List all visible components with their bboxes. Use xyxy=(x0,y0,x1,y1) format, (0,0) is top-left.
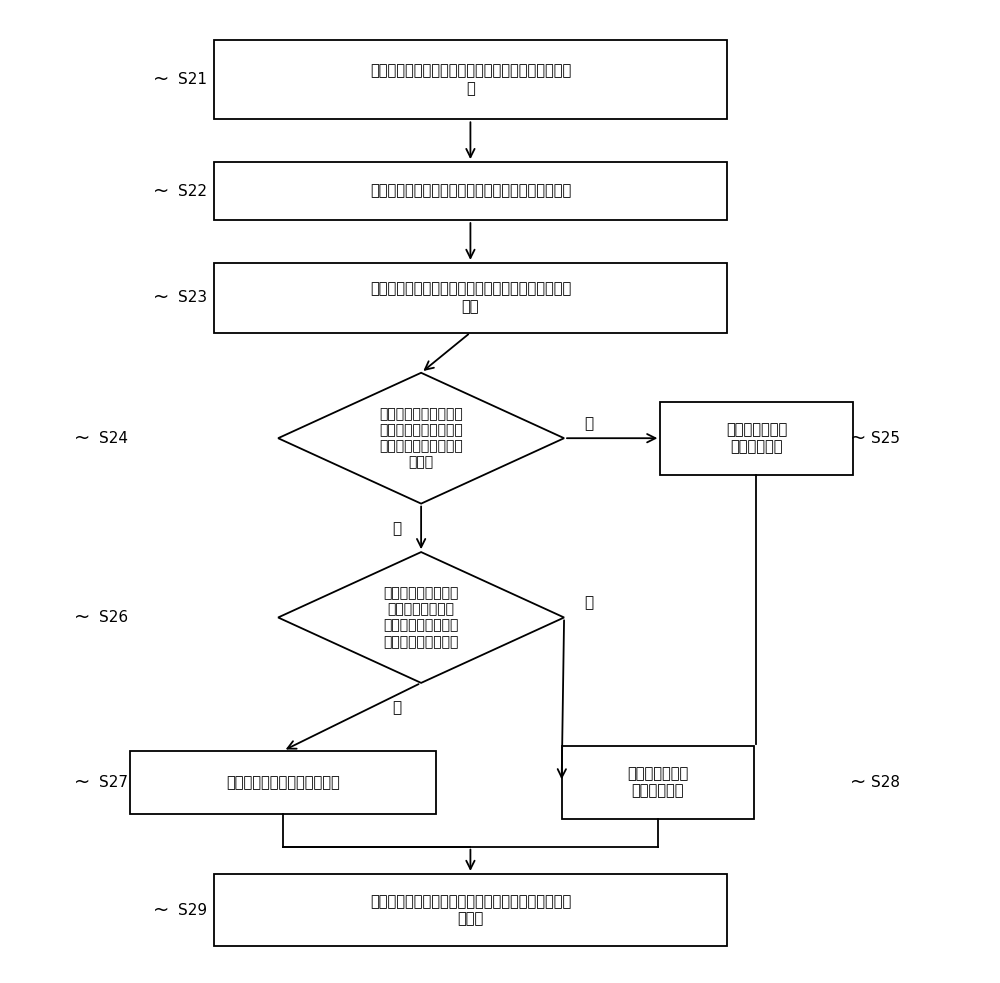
FancyBboxPatch shape xyxy=(130,751,436,814)
Text: 显示判断出的故障信息，并将所述故障信息发送到远
程终端: 显示判断出的故障信息，并将所述故障信息发送到远 程终端 xyxy=(370,894,571,926)
Text: S24: S24 xyxy=(99,431,128,445)
Text: S25: S25 xyxy=(871,431,900,445)
Text: ~: ~ xyxy=(74,773,90,791)
Text: 否: 否 xyxy=(584,596,593,610)
Text: 是: 是 xyxy=(392,521,401,536)
Polygon shape xyxy=(278,373,564,503)
Text: 将发生故障的传输链路连接到诊断链路上，并启动诊
断: 将发生故障的传输链路连接到诊断链路上，并启动诊 断 xyxy=(370,64,571,95)
FancyBboxPatch shape xyxy=(562,746,754,819)
Text: ~: ~ xyxy=(74,429,90,447)
Text: 对接收到的每一帧数
据，判断帧头、帧
尾、校验码以及总字
节个数是否全都正确: 对接收到的每一帧数 据，判断帧头、帧 尾、校验码以及总字 节个数是否全都正确 xyxy=(383,586,459,649)
Text: 所述诊断数据通过所述诊断链路传输至所述第三节点
模块: 所述诊断数据通过所述诊断链路传输至所述第三节点 模块 xyxy=(370,281,571,314)
Text: 判断出第二节点模块发生故障: 判断出第二节点模块发生故障 xyxy=(226,775,340,789)
Text: 判断出第一节点
模块发生故障: 判断出第一节点 模块发生故障 xyxy=(627,766,688,798)
Text: S23: S23 xyxy=(178,290,207,305)
Text: 是: 是 xyxy=(392,700,401,716)
Text: S29: S29 xyxy=(178,902,207,918)
Text: 否: 否 xyxy=(584,416,593,432)
Text: ~: ~ xyxy=(850,773,866,791)
Text: 发送诊断请求，以使所述第一节点模块产生诊断数据: 发送诊断请求，以使所述第一节点模块产生诊断数据 xyxy=(370,184,571,199)
Text: ~: ~ xyxy=(153,182,169,201)
Text: ~: ~ xyxy=(850,429,866,447)
FancyBboxPatch shape xyxy=(660,402,853,475)
Text: S21: S21 xyxy=(178,72,207,87)
Text: 判断出第一节点
模块发生故障: 判断出第一节点 模块发生故障 xyxy=(726,422,787,454)
Text: ~: ~ xyxy=(153,288,169,307)
Text: S28: S28 xyxy=(871,775,900,789)
Text: ~: ~ xyxy=(153,900,169,920)
FancyBboxPatch shape xyxy=(214,162,727,220)
FancyBboxPatch shape xyxy=(214,40,727,119)
Polygon shape xyxy=(278,552,564,683)
Text: 在发送诊断请求之后的
预设时间段内，判断第
三节点模块是否有接收
到数据: 在发送诊断请求之后的 预设时间段内，判断第 三节点模块是否有接收 到数据 xyxy=(379,407,463,470)
Text: S26: S26 xyxy=(99,610,128,625)
Text: ~: ~ xyxy=(74,607,90,627)
FancyBboxPatch shape xyxy=(214,262,727,332)
FancyBboxPatch shape xyxy=(214,874,727,947)
Text: ~: ~ xyxy=(153,70,169,89)
Text: S27: S27 xyxy=(99,775,128,789)
Text: S22: S22 xyxy=(178,184,207,199)
